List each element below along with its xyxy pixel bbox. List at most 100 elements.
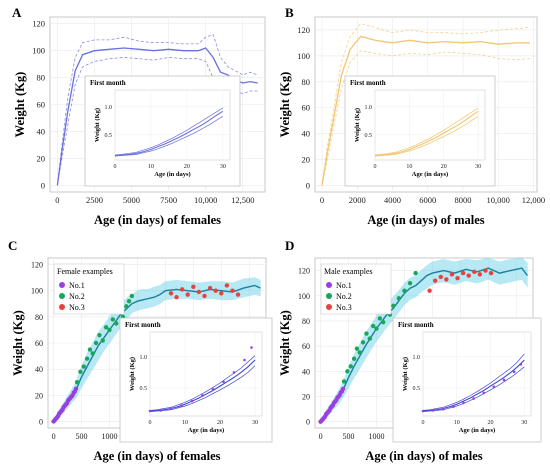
data-point-no3 — [179, 287, 185, 292]
y-tick-label: 60 — [302, 103, 311, 113]
x-tick-label: 10,000 — [487, 195, 510, 205]
y-tick-label: 20 — [302, 393, 310, 402]
inset-data-point — [201, 394, 204, 397]
series-line-mean — [321, 35, 530, 186]
y-tick-label: 100 — [297, 51, 310, 61]
data-point-no2 — [354, 346, 360, 351]
data-point-no2 — [90, 351, 95, 356]
data-point-no2 — [345, 369, 350, 374]
inset-x-axis-label: Age (in days) — [188, 427, 224, 434]
y-axis-label: Weight (Kg) — [11, 310, 25, 376]
x-tick-label: 2000 — [349, 195, 366, 205]
data-point-no2 — [370, 323, 376, 329]
y-tick-label: 40 — [35, 365, 43, 374]
data-point-no2 — [377, 316, 383, 321]
data-point-no2 — [374, 326, 379, 331]
y-tick-label: 40 — [37, 126, 46, 136]
data-point-no3 — [460, 270, 466, 276]
data-point-no2 — [78, 369, 83, 374]
data-point-no2 — [110, 317, 116, 322]
data-point-no3 — [185, 292, 190, 297]
inset-chart: First month 0.5 1.0 0 10 20 30 Age (in days) Wei… — [392, 317, 542, 443]
legend-box — [53, 263, 125, 315]
y-axis-label: Weight (Kg) — [13, 72, 27, 138]
y-tick-label: 120 — [32, 19, 45, 29]
x-tick-label: 500 — [343, 432, 355, 441]
data-point-no2 — [413, 270, 418, 276]
inset-x-tick-label: 0 — [374, 164, 377, 170]
data-point-no3 — [472, 269, 477, 275]
inset-data-point — [431, 409, 435, 412]
inset-data-point — [462, 401, 465, 405]
inset-mean-line — [114, 110, 224, 157]
data-point-no3 — [219, 291, 224, 296]
data-point-no2 — [357, 350, 362, 355]
inset-title: First month — [125, 321, 161, 329]
inset-upper-line — [422, 353, 525, 411]
data-point-no3 — [427, 288, 432, 293]
data-point-no2 — [100, 338, 105, 343]
inset-x-axis-label: Age (in days) — [412, 171, 448, 178]
legend-marker — [326, 304, 332, 310]
panel-c: C020406080100120050010001500200025003000… — [8, 238, 273, 463]
x-axis-label: Age (in days) of females — [94, 213, 221, 227]
x-tick-label: 4000 — [384, 195, 401, 205]
y-tick-label: 120 — [298, 267, 310, 276]
data-point-no2 — [396, 296, 402, 301]
confidence-band — [53, 277, 261, 423]
series-line-upper — [321, 23, 531, 186]
legend-entry: No.1 — [336, 281, 352, 290]
data-point-no2 — [87, 347, 93, 352]
x-tick-label: 0 — [319, 432, 323, 441]
data-point-no2 — [113, 321, 119, 326]
inset-x-tick-label: 20 — [217, 420, 223, 426]
median-line — [320, 267, 528, 423]
inset-y-tick-label: 0.5 — [365, 133, 373, 139]
y-tick-label: 20 — [35, 391, 43, 400]
data-point-no2 — [93, 340, 99, 346]
inset-x-tick-label: 10 — [182, 420, 188, 426]
inset-y-tick-label: 0.5 — [140, 386, 148, 392]
median-line — [53, 284, 261, 422]
y-tick-label: 0 — [39, 417, 43, 426]
data-point-no2 — [103, 325, 109, 330]
panel-letter: C — [8, 238, 17, 253]
inset-data-point — [472, 397, 475, 400]
inset-upper-line — [374, 107, 479, 156]
legend-entry: No.3 — [69, 303, 85, 312]
inset-upper-line — [149, 355, 256, 411]
data-point-no3 — [196, 289, 202, 295]
data-point-no3 — [432, 278, 438, 283]
data-point-no2 — [380, 320, 386, 325]
x-tick-label: 12,000 — [522, 195, 545, 205]
y-tick-label: 100 — [31, 287, 43, 296]
legend-marker — [59, 304, 65, 310]
x-tick-label: 10,000 — [194, 195, 217, 205]
y-tick-label: 0 — [306, 181, 310, 191]
legend: Female examples No.1 No.2 No.3 — [53, 263, 125, 315]
inset-x-tick-label: 30 — [521, 420, 527, 426]
x-tick-label: 7500 — [160, 195, 177, 205]
y-tick-label: 0 — [41, 180, 45, 190]
x-tick-label: 12,500 — [231, 195, 254, 205]
x-tick-label: 500 — [76, 432, 88, 441]
inset-lower-line — [114, 116, 223, 157]
inset-y-tick-label: 0.5 — [105, 133, 113, 139]
x-tick-label: 2500 — [86, 195, 103, 205]
inset-x-tick-label: 20 — [441, 164, 447, 170]
data-point-no3 — [444, 277, 449, 282]
inset-chart: First month 0.5 1.0 0 10 20 30 Age (in days) Wei… — [84, 75, 241, 187]
y-tick-label: 60 — [302, 342, 310, 351]
data-point-no2 — [341, 379, 347, 384]
inset-y-axis-label: Weight (Kg) — [94, 108, 101, 142]
x-tick-label: 0 — [55, 195, 59, 205]
y-tick-label: 80 — [302, 77, 311, 87]
data-point-no3 — [224, 283, 230, 288]
panel-letter: D — [285, 238, 294, 253]
inset-chart: First month 0.5 1.0 0 10 20 30 Age (in days) Wei… — [119, 317, 273, 443]
series-line-upper — [57, 33, 258, 186]
inset-upper-line — [114, 107, 223, 156]
inset-x-tick-label: 10 — [454, 420, 460, 426]
x-tick-label: 1000 — [101, 432, 117, 441]
